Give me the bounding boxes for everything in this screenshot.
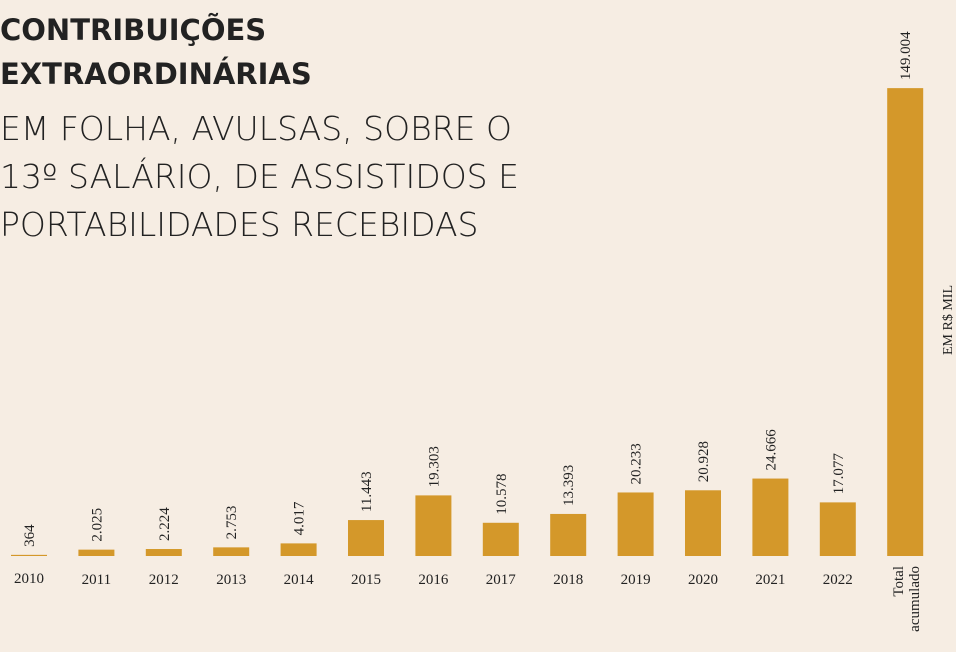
x-tick-label: 2016 — [418, 572, 449, 588]
bar — [752, 478, 789, 556]
data-label: 10.578 — [494, 474, 510, 515]
data-label: 13.393 — [561, 465, 577, 506]
x-tick-label: 2021 — [755, 572, 785, 588]
bar — [887, 88, 924, 556]
chart-title: CONTRIBUIÇÕES — [0, 13, 266, 47]
data-label: 149.004 — [898, 31, 914, 80]
bar — [482, 522, 519, 556]
data-label: 20.928 — [696, 441, 712, 482]
bar — [550, 513, 587, 556]
data-label: 11.443 — [359, 471, 375, 512]
x-tick-label: 2011 — [82, 572, 111, 588]
bar — [819, 502, 856, 556]
x-tick-label: 2020 — [688, 572, 718, 588]
bar — [78, 549, 115, 556]
data-label: 17.077 — [831, 453, 847, 495]
data-label: 4.017 — [292, 501, 308, 535]
data-label: 19.303 — [426, 446, 442, 487]
chart-subtitle: 13º SALÁRIO, DE ASSISTIDOS E — [0, 156, 519, 196]
chart-title: EXTRAORDINÁRIAS — [0, 57, 312, 91]
bar — [145, 549, 182, 556]
bar — [11, 554, 47, 556]
x-tick-label: 2022 — [823, 572, 853, 588]
x-tick-label: 2010 — [14, 571, 44, 587]
data-label: 364 — [22, 524, 38, 547]
unit-label: EM R$ MIL — [941, 285, 956, 355]
bar — [415, 495, 452, 556]
data-label: 2.025 — [89, 508, 105, 542]
data-label: 20.233 — [629, 443, 645, 484]
x-tick-label: 2017 — [486, 572, 517, 588]
chart-subtitle: PORTABILIDADES RECEBIDAS — [0, 205, 479, 244]
x-tick-label: 2012 — [149, 572, 179, 588]
data-label: 2.224 — [157, 507, 173, 541]
data-label: 24.666 — [763, 429, 779, 471]
x-tick-label: Total acumulado — [891, 566, 923, 636]
data-label: 2.753 — [224, 506, 240, 540]
chart-subtitle: EM FOLHA, AVULSAS, SOBRE O — [0, 109, 512, 148]
x-tick-label-line: Total — [891, 566, 907, 597]
x-tick-label: 2019 — [621, 572, 651, 588]
x-tick-label: 2015 — [351, 572, 381, 588]
bar — [685, 490, 721, 556]
x-tick-label: 2013 — [216, 572, 246, 588]
x-tick-label: 2014 — [284, 572, 315, 588]
bar — [348, 520, 384, 556]
bar — [213, 547, 250, 556]
bar — [617, 492, 654, 556]
x-tick-label: 2018 — [553, 572, 583, 588]
x-tick-label-line: acumulado — [907, 566, 923, 636]
bar — [280, 543, 317, 556]
